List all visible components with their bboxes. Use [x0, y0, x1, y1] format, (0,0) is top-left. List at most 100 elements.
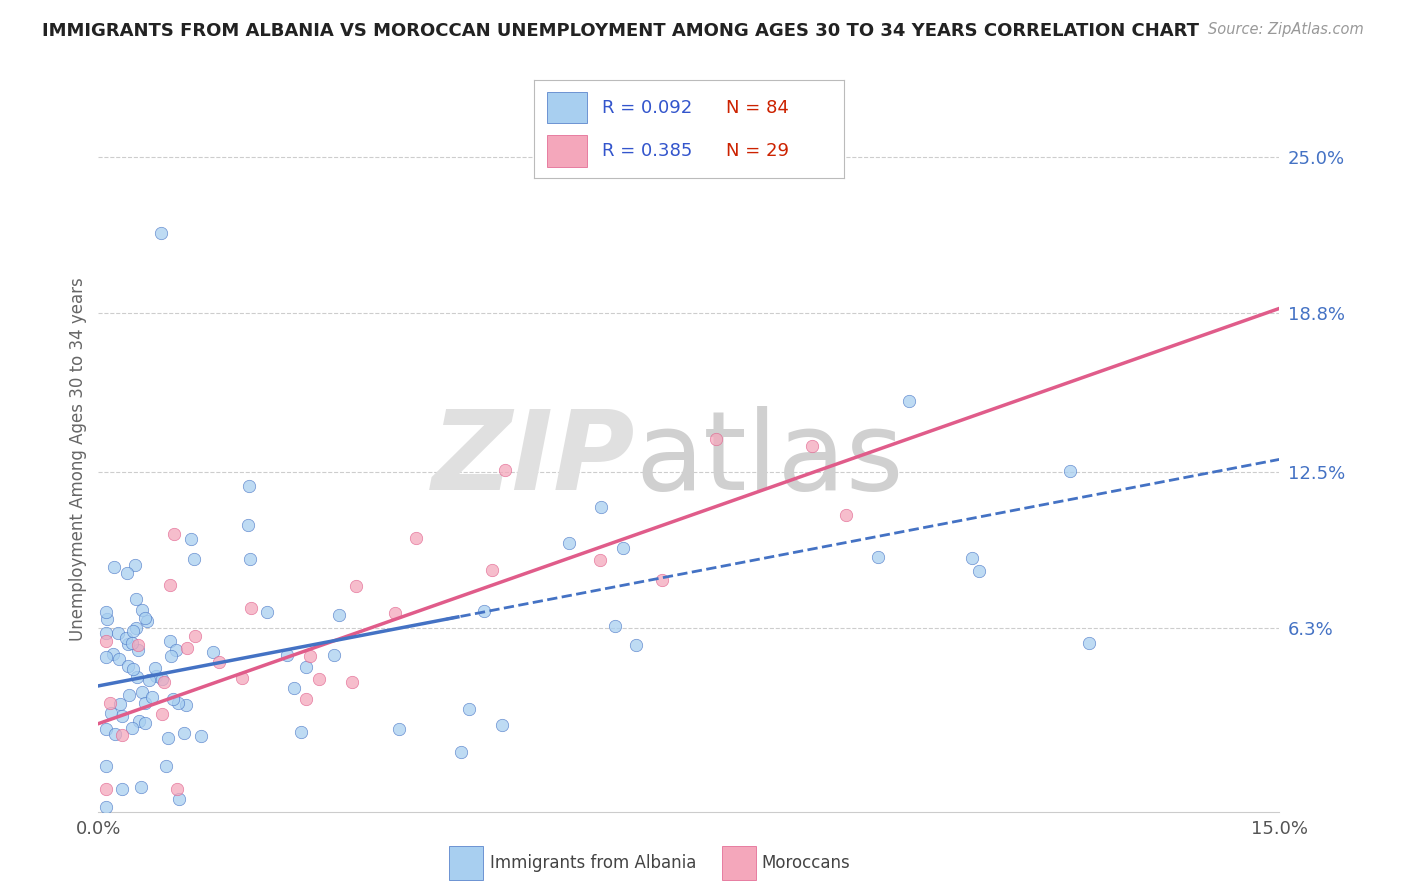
Point: [155, 759, 177, 773]
Point: [122, 624, 145, 639]
Point: [159, 633, 181, 648]
Point: [276, 648, 298, 663]
Point: [450, 745, 472, 759]
Point: [868, 549, 890, 564]
Point: [96, 611, 118, 625]
Text: atlas: atlas: [636, 406, 904, 513]
Point: [125, 621, 148, 635]
Point: [143, 661, 166, 675]
Point: [96, 633, 118, 648]
Point: [162, 691, 184, 706]
FancyBboxPatch shape: [721, 846, 755, 880]
Point: [1077, 636, 1099, 650]
Point: [180, 532, 202, 546]
Point: [340, 674, 363, 689]
Point: [117, 636, 139, 650]
Point: [153, 675, 176, 690]
Point: [150, 673, 173, 687]
Point: [494, 463, 516, 477]
Point: [122, 662, 145, 676]
Point: [603, 619, 626, 633]
FancyBboxPatch shape: [450, 846, 484, 880]
Text: IMMIGRANTS FROM ALBANIA VS MOROCCAN UNEMPLOYMENT AMONG AGES 30 TO 34 YEARS CORRE: IMMIGRANTS FROM ALBANIA VS MOROCCAN UNEM…: [42, 22, 1199, 40]
Point: [481, 563, 503, 577]
Text: R = 0.092: R = 0.092: [602, 99, 693, 117]
Point: [127, 670, 149, 684]
Point: [96, 758, 118, 772]
Point: [128, 714, 150, 728]
Point: [121, 722, 143, 736]
Point: [457, 702, 479, 716]
Point: [136, 614, 159, 628]
Point: [240, 600, 263, 615]
Point: [127, 643, 149, 657]
Point: [111, 728, 134, 742]
Point: [308, 672, 330, 686]
Point: [96, 605, 118, 619]
Text: Source: ZipAtlas.com: Source: ZipAtlas.com: [1208, 22, 1364, 37]
Text: ZIP: ZIP: [432, 406, 636, 513]
Point: [115, 566, 138, 580]
Point: [1059, 464, 1081, 478]
Point: [134, 716, 156, 731]
Point: [967, 564, 990, 578]
Point: [115, 631, 138, 645]
Point: [108, 698, 131, 712]
Point: [104, 726, 127, 740]
Point: [328, 607, 350, 622]
Point: [472, 604, 495, 618]
Text: Moroccans: Moroccans: [762, 854, 851, 872]
Point: [238, 479, 260, 493]
Point: [624, 638, 647, 652]
Point: [322, 648, 344, 663]
Point: [131, 603, 153, 617]
Point: [208, 655, 231, 669]
Point: [159, 578, 181, 592]
Point: [134, 611, 156, 625]
Point: [121, 635, 143, 649]
Text: R = 0.385: R = 0.385: [602, 142, 693, 160]
Point: [558, 536, 581, 550]
Point: [706, 432, 728, 446]
Point: [96, 626, 118, 640]
Point: [107, 652, 129, 666]
Point: [405, 531, 427, 545]
Point: [150, 707, 173, 722]
Point: [190, 729, 212, 743]
Point: [612, 541, 634, 555]
Point: [231, 671, 253, 685]
Point: [131, 685, 153, 699]
Point: [176, 640, 198, 655]
Point: [344, 579, 367, 593]
Point: [491, 717, 513, 731]
Point: [96, 650, 118, 665]
Point: [183, 552, 205, 566]
Point: [960, 551, 983, 566]
Point: [127, 638, 149, 652]
Point: [256, 605, 278, 619]
Text: N = 29: N = 29: [725, 142, 789, 160]
Point: [124, 558, 146, 573]
Point: [800, 439, 823, 453]
Point: [295, 660, 318, 674]
Point: [96, 799, 118, 814]
Point: [239, 552, 262, 566]
Point: [299, 649, 322, 664]
Point: [138, 673, 160, 688]
FancyBboxPatch shape: [547, 136, 586, 167]
Point: [101, 647, 124, 661]
Point: [173, 726, 195, 740]
Point: [141, 690, 163, 705]
Point: [125, 591, 148, 606]
Point: [103, 560, 125, 574]
Point: [165, 642, 187, 657]
Point: [294, 692, 316, 706]
Point: [589, 500, 612, 515]
Point: [98, 696, 121, 710]
Point: [145, 669, 167, 683]
Point: [100, 706, 122, 720]
Point: [898, 393, 921, 408]
Point: [283, 681, 305, 695]
Point: [388, 722, 411, 736]
Point: [174, 698, 197, 712]
